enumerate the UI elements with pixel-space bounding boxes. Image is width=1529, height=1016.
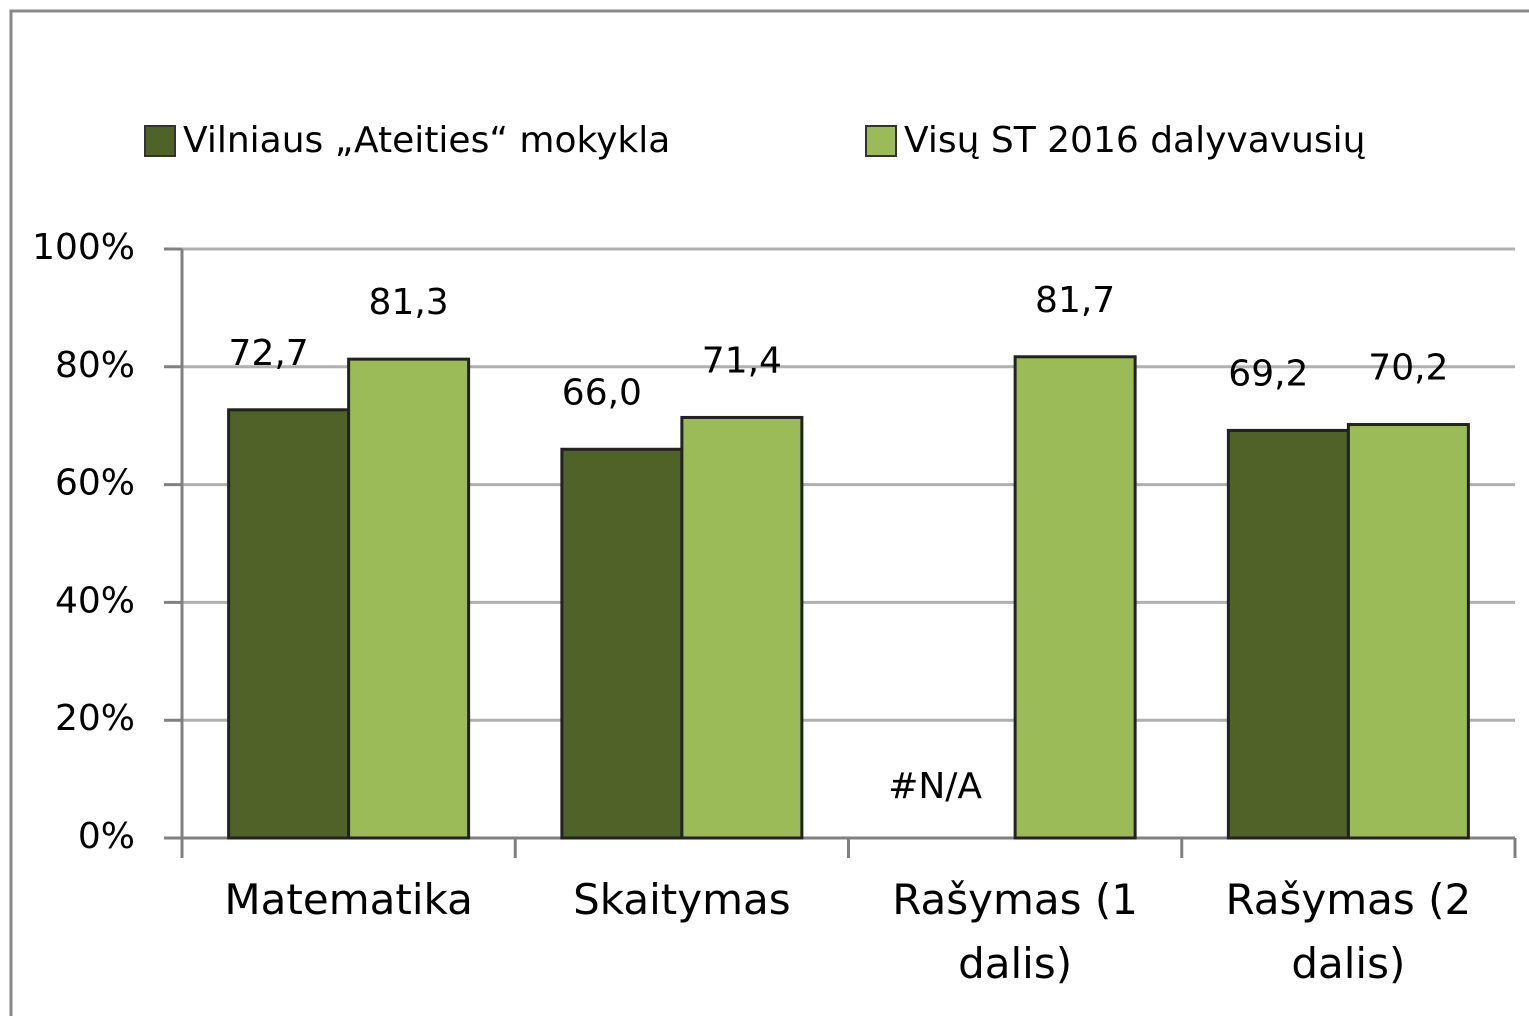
- y-tick-label: 20%: [55, 698, 135, 739]
- data-label: 72,7: [229, 333, 309, 374]
- legend-label: Visų ST 2016 dalyvavusių: [904, 120, 1366, 161]
- chart-border: [9, 9, 1529, 1016]
- data-label: 81,7: [1035, 280, 1115, 321]
- x-tick-label: Matematika: [224, 875, 473, 924]
- y-tick-label: 40%: [55, 580, 135, 621]
- legend-swatch: [865, 125, 897, 157]
- y-tick-label: 100%: [32, 227, 135, 268]
- data-label: 69,2: [1228, 353, 1308, 394]
- y-tick-label: 80%: [55, 345, 135, 386]
- bar: [1226, 428, 1350, 840]
- data-label: 71,4: [702, 340, 782, 381]
- x-tick-label: Rašymas (1 dalis): [892, 875, 1138, 988]
- bar: [347, 357, 471, 840]
- legend-label: Vilniaus „Ateities“ mokykla: [183, 120, 670, 161]
- legend-swatch: [144, 125, 176, 157]
- bar: [560, 447, 684, 840]
- y-tick-label: 60%: [55, 463, 135, 504]
- x-tick-label: Skaitymas: [573, 875, 791, 924]
- data-label: #N/A: [888, 766, 982, 807]
- bar: [227, 408, 351, 840]
- bar: [1013, 355, 1137, 840]
- data-label: 70,2: [1368, 348, 1448, 389]
- data-label: 66,0: [562, 372, 642, 413]
- bar: [1346, 423, 1470, 840]
- bar: [680, 415, 804, 840]
- data-label: 81,3: [369, 282, 449, 323]
- y-tick-label: 0%: [78, 816, 135, 857]
- x-tick-label: Rašymas (2 dalis): [1225, 875, 1472, 988]
